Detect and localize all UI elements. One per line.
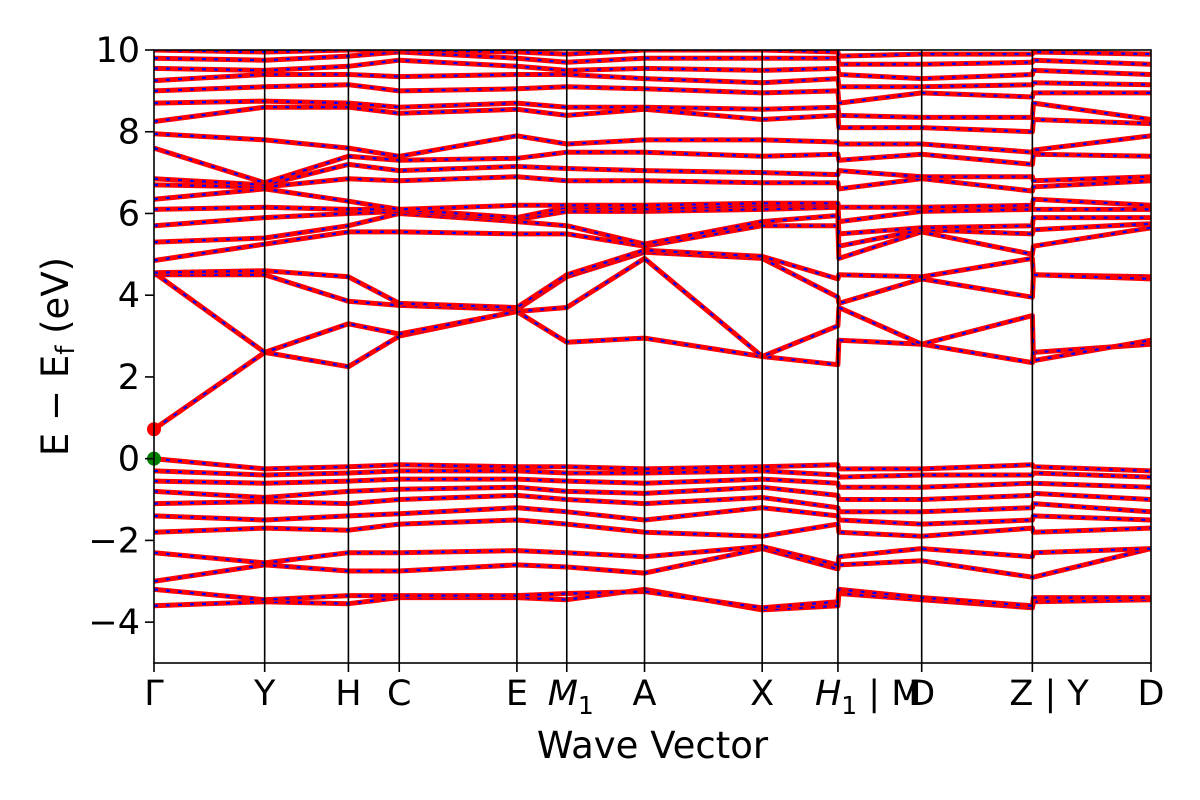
band-down-27 (154, 73, 1151, 88)
y-tick-label: 2 (118, 358, 140, 398)
band-up-4 (154, 517, 1151, 539)
kpoint-lines-layer (263, 50, 1034, 663)
band-down-23 (154, 132, 1151, 158)
band-down-18 (154, 204, 1151, 223)
y-axis-title-main: E − E (34, 355, 77, 456)
x-tick-label-main: A (633, 674, 657, 714)
band-down-11 (154, 310, 1151, 431)
band-up-24 (154, 104, 1151, 135)
x-tick-label: X (750, 674, 774, 714)
x-tick-label-main: D (1138, 674, 1165, 714)
band-down-2 (154, 547, 1151, 583)
x-axis-title: Wave Vector (537, 724, 769, 767)
band-up-8 (154, 476, 1151, 490)
band-up-10 (154, 456, 1151, 474)
y-tick-label: −2 (88, 521, 140, 561)
y-axis: −4 −2 0 2 4 6 8 10 (88, 31, 154, 643)
band-up-1 (154, 586, 1151, 611)
x-tick-label: H (335, 674, 361, 714)
y-tick-label: 4 (118, 276, 140, 316)
x-tick-label-subscript: 1 (841, 691, 857, 720)
band-up-3 (154, 544, 1151, 568)
x-tick-label-main: H (335, 674, 361, 714)
x-tick-label: C (387, 674, 411, 714)
x-tick-label: Z | Y (1009, 674, 1089, 714)
y-axis-title-unit: (eV) (34, 257, 77, 346)
y-axis-title: E − Ef (eV) (34, 257, 81, 456)
band-down-19 (154, 187, 1151, 211)
y-tick-label: 0 (118, 440, 140, 480)
y-axis-title-subscript: f (51, 345, 81, 355)
x-tick-label-main: C (387, 674, 411, 714)
band-up-9 (154, 468, 1151, 480)
x-tick-label-main: E (506, 674, 528, 714)
x-tick-label: E (506, 674, 528, 714)
x-tick-label-suffix: | Y (1033, 674, 1089, 714)
band-down-12 (154, 257, 1151, 362)
y-tick-label: 10 (95, 31, 140, 71)
x-tick-label: M1 (548, 674, 594, 720)
y-tick-label: 8 (118, 113, 140, 153)
band-down-25 (154, 99, 1151, 121)
band-down-21 (154, 163, 1151, 187)
band-down-6 (154, 494, 1151, 513)
x-tick-label: D (1138, 674, 1165, 714)
band-down-14 (154, 249, 1151, 309)
x-tick-label-main: Γ (144, 674, 164, 714)
x-tick-label-main: M (548, 674, 578, 714)
band-down-29 (154, 50, 1151, 66)
band-down-7 (154, 486, 1151, 501)
band-up-22 (154, 145, 1151, 186)
band-up-26 (154, 82, 1151, 106)
band-down-28 (154, 59, 1151, 80)
bands-layer (154, 50, 1151, 613)
band-down-5 (154, 506, 1151, 526)
band-down-15 (154, 224, 1151, 262)
x-tick-label-suffix: | M (857, 674, 921, 714)
y-tick-label: −4 (88, 603, 140, 643)
band-down-20 (154, 175, 1151, 193)
band-up-17 (154, 204, 1151, 237)
band-up-30 (154, 50, 1151, 59)
plot-frame (153, 49, 1152, 664)
x-tick-label-main: H (815, 674, 841, 714)
x-tick-label: Y (253, 674, 276, 714)
x-tick-label-main: Z (1009, 674, 1033, 714)
y-tick-label: 6 (118, 194, 140, 234)
x-tick-label: Γ (144, 674, 164, 714)
x-tick-label-main: Y (253, 674, 276, 714)
x-tick-label: A (633, 674, 657, 714)
x-tick-label-main: D (908, 674, 935, 714)
x-tick-label-subscript: 1 (578, 691, 594, 720)
x-tick-label: H1 | M (815, 674, 921, 720)
x-tick-label-main: X (750, 674, 774, 714)
band-down-16 (154, 212, 1151, 248)
x-tick-label: D (908, 674, 935, 714)
